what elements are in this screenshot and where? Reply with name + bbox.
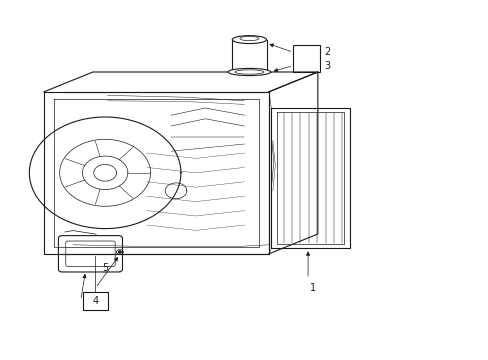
Text: 1: 1 xyxy=(309,283,315,293)
FancyBboxPatch shape xyxy=(65,241,115,266)
Text: 4: 4 xyxy=(92,296,98,306)
Text: 3: 3 xyxy=(324,60,330,71)
Ellipse shape xyxy=(232,36,266,44)
Bar xyxy=(293,45,320,72)
Text: 2: 2 xyxy=(324,47,330,57)
Ellipse shape xyxy=(234,70,264,74)
FancyBboxPatch shape xyxy=(59,235,122,272)
Ellipse shape xyxy=(227,68,270,76)
Polygon shape xyxy=(118,251,121,253)
Bar xyxy=(83,292,107,310)
Ellipse shape xyxy=(240,36,258,41)
Text: 5: 5 xyxy=(102,263,108,273)
